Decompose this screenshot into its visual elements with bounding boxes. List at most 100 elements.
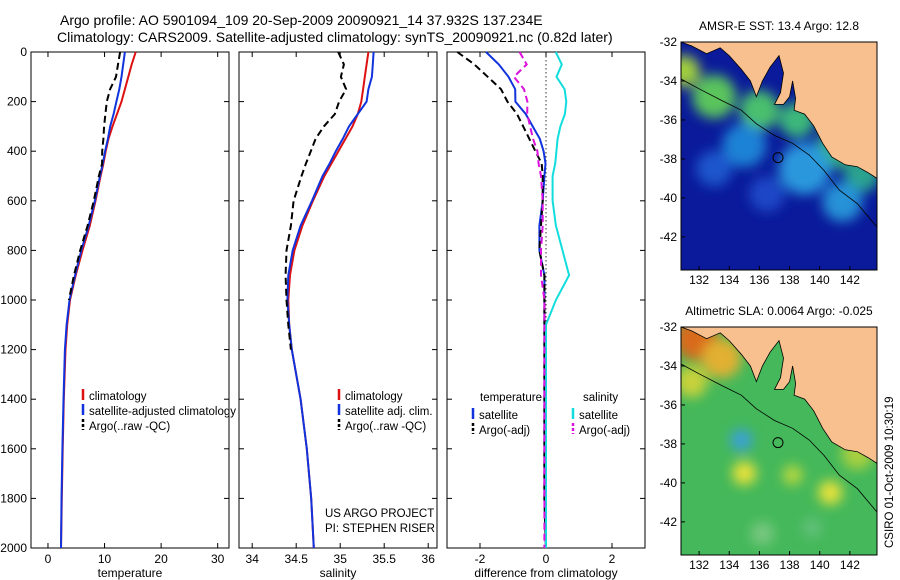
float-position-marker — [772, 152, 784, 164]
map-frame — [680, 326, 878, 556]
map-y-tick-label: -42 — [660, 230, 678, 244]
sst-patch — [696, 150, 733, 187]
map-x-tick-label: 138 — [780, 273, 800, 287]
map-y-tick-label: -40 — [660, 476, 678, 490]
x-tick-label: 20 — [154, 552, 168, 566]
y-tick-label: 0 — [20, 45, 27, 59]
land-mass — [681, 327, 877, 464]
map-x-tick-label: 134 — [719, 273, 739, 287]
map-y-tick-label: -34 — [660, 359, 678, 373]
sla-patch — [730, 429, 753, 452]
y-tick-label: 1400 — [0, 392, 27, 406]
sla-patch — [750, 521, 775, 546]
map-y-tick-label: -38 — [660, 152, 678, 166]
map-x-tick-label: 134 — [719, 558, 739, 572]
legend-heading: salinity — [583, 392, 618, 404]
map-x-tick-label: 140 — [810, 558, 830, 572]
map-panels: AMSR-E SST: 13.4 Argo: 12.8 132 134 136 138 1… — [660, 19, 878, 572]
legend-label: satellite adj. clim. — [345, 406, 433, 418]
map-y-tick-label: -38 — [660, 437, 678, 451]
y-tick-label: 200 — [7, 95, 27, 109]
y-tick-label: 1800 — [0, 491, 27, 505]
sla-patch — [681, 365, 708, 398]
series-line-argo-raw-qc- — [67, 51, 122, 301]
legend-label: Argo(..raw -QC) — [89, 421, 170, 433]
map-x-tick-label: 142 — [840, 273, 860, 287]
sla-patch — [802, 517, 823, 538]
sla-patch — [818, 480, 843, 505]
legend-label: Argo(-adj) — [579, 425, 630, 437]
profile-panels: 0 10 20 30temperature0200400600800100012001… — [0, 45, 646, 580]
x-tick-label: 34 — [246, 552, 260, 566]
x-tick-label: 0 — [543, 552, 550, 566]
map-x-tick-label: 132 — [689, 273, 709, 287]
map-field — [681, 327, 877, 555]
y-tick-label: 1000 — [0, 293, 27, 307]
x-tick-label: 2 — [609, 552, 616, 566]
x-tick-label: 10 — [98, 552, 112, 566]
legend-label: satellite — [479, 410, 518, 422]
legend-label: climatology — [89, 391, 147, 403]
x-tick-label: 34.5 — [285, 552, 309, 566]
depth-contour — [681, 78, 877, 228]
x-axis-label: difference from climatology — [474, 566, 617, 580]
depth-contour — [681, 363, 877, 513]
legend-label: satellite-adjusted climatology — [89, 406, 236, 418]
y-tick-label: 2000 — [0, 541, 27, 555]
map-title: Altimetric SLA: 0.0064 Argo: -0.025 — [685, 304, 873, 318]
map-x-tick-label: 132 — [689, 558, 709, 572]
x-tick-label: 36 — [422, 552, 436, 566]
series-line-argo-raw-qc- — [284, 51, 348, 350]
legend-label: satellite — [579, 410, 618, 422]
map-title: AMSR-E SST: 13.4 Argo: 12.8 — [699, 19, 859, 33]
map-panel-1: Altimetric SLA: 0.0064 Argo: -0.025 132 13… — [660, 304, 878, 572]
map-y-tick-label: -36 — [660, 398, 678, 412]
profile-panel-0: 0 10 20 30 temperature 0 200 400 600 800 1000 1200 1… — [0, 45, 236, 580]
sst-patch — [722, 123, 767, 168]
float-position-marker — [772, 437, 784, 449]
title-line-2: Climatology: CARS2009. Satellite-adjuste… — [57, 29, 613, 45]
x-tick-label: 35 — [334, 552, 348, 566]
legend-label: Argo(-adj) — [479, 425, 530, 437]
sst-patch — [778, 142, 831, 195]
legend-label: Argo(..raw -QC) — [345, 421, 426, 433]
plot-frame — [30, 51, 230, 549]
x-axis-label: temperature — [98, 566, 163, 580]
project-annotation: US ARGO PROJECT — [325, 508, 434, 520]
land-mass — [681, 42, 877, 179]
pi-annotation: PI: STEPHEN RISER — [325, 523, 435, 535]
legend-heading: temperature — [480, 392, 542, 404]
x-tick-label: 30 — [211, 552, 225, 566]
y-tick-label: 1600 — [0, 442, 27, 456]
profile-panel-1: 34 34.5 35 35.5 36 salinity climatology satelli… — [238, 51, 438, 580]
map-x-tick-label: 138 — [780, 558, 800, 572]
title-line-1: Argo profile: AO 5901094_109 20-Sep-2009… — [60, 12, 543, 28]
sst-patch — [748, 176, 785, 212]
sla-patch — [782, 465, 803, 486]
map-y-tick-label: -40 — [660, 191, 678, 205]
series-line-salinity-argo-adj- — [512, 51, 546, 548]
legend-label: climatology — [345, 391, 403, 403]
series-line-satellite-adjusted-climatology — [60, 51, 126, 549]
map-x-tick-label: 136 — [749, 558, 769, 572]
y-tick-label: 400 — [7, 144, 27, 158]
map-frame — [680, 41, 878, 271]
sst-blobs — [681, 55, 877, 222]
map-y-tick-label: -42 — [660, 515, 678, 529]
map-panel-0: AMSR-E SST: 13.4 Argo: 12.8 132 134 136 138 1… — [660, 19, 878, 287]
x-tick-label: 35.5 — [373, 552, 397, 566]
map-y-tick-label: -32 — [660, 320, 678, 334]
map-x-tick-label: 140 — [810, 273, 830, 287]
y-tick-label: 600 — [7, 194, 27, 208]
map-y-tick-label: -32 — [660, 35, 678, 49]
x-tick-label: -2 — [475, 552, 486, 566]
y-tick-label: 1200 — [0, 343, 27, 357]
sst-patch — [681, 55, 701, 88]
map-y-tick-label: -34 — [660, 74, 678, 88]
map-y-tick-label: -36 — [660, 113, 678, 127]
plot-frame — [238, 51, 438, 549]
x-axis-label: salinity — [320, 566, 357, 580]
map-field — [681, 42, 877, 270]
series-line-satellite-adj-clim- — [286, 51, 375, 549]
